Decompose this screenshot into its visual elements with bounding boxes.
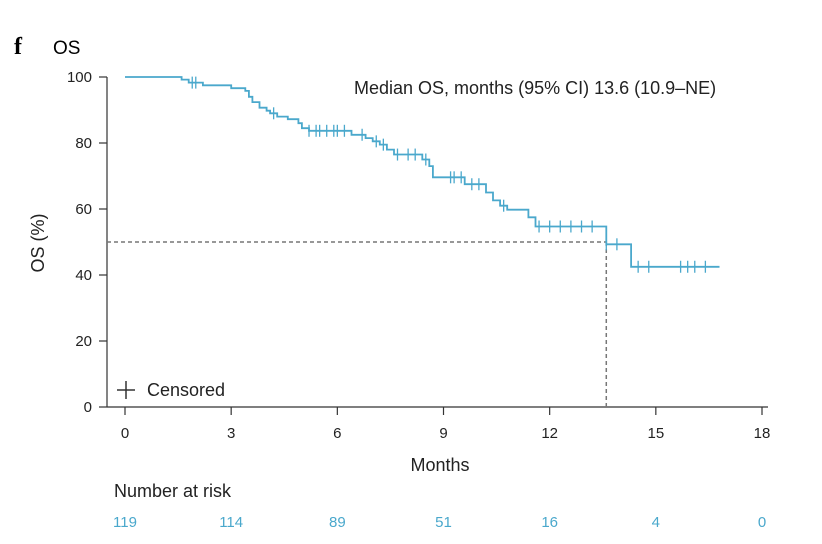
x-tick-label: 12 bbox=[541, 425, 558, 442]
legend-label: Censored bbox=[147, 380, 225, 400]
censor-marks bbox=[191, 76, 707, 273]
y-tick-label: 0 bbox=[84, 399, 92, 416]
median-os-annotation: Median OS, months (95% CI) 13.6 (10.9–NE… bbox=[354, 78, 716, 98]
km-survival-curve bbox=[125, 76, 720, 268]
risk-value: 89 bbox=[329, 514, 346, 531]
y-ticks: 0 20 40 60 80 100 bbox=[67, 69, 107, 416]
panel-title: OS bbox=[53, 38, 80, 59]
x-tick-label: 18 bbox=[754, 425, 771, 442]
y-tick-label: 20 bbox=[75, 333, 92, 350]
x-ticks: 0 3 6 9 12 15 18 bbox=[121, 407, 771, 442]
risk-value: 51 bbox=[435, 514, 452, 531]
risk-value: 114 bbox=[219, 514, 243, 531]
legend: Censored bbox=[117, 380, 225, 400]
x-tick-label: 3 bbox=[227, 425, 235, 442]
x-tick-label: 6 bbox=[333, 425, 341, 442]
risk-table-values: 119 114 89 51 16 4 0 bbox=[113, 514, 766, 531]
x-tick-label: 9 bbox=[439, 425, 447, 442]
risk-value: 4 bbox=[652, 514, 660, 531]
y-axis-title: OS (%) bbox=[28, 213, 48, 272]
x-axis-title: Months bbox=[410, 455, 469, 475]
risk-value: 119 bbox=[113, 514, 137, 531]
y-tick-label: 40 bbox=[75, 267, 92, 284]
risk-value: 0 bbox=[758, 514, 766, 531]
x-tick-label: 15 bbox=[647, 425, 664, 442]
risk-table-title: Number at risk bbox=[114, 481, 232, 501]
y-tick-label: 60 bbox=[75, 201, 92, 218]
x-tick-label: 0 bbox=[121, 425, 129, 442]
median-reference-lines bbox=[107, 241, 608, 407]
y-tick-label: 100 bbox=[67, 69, 92, 86]
panel-letter: f bbox=[14, 34, 23, 60]
risk-value: 16 bbox=[541, 514, 558, 531]
y-tick-label: 80 bbox=[75, 135, 92, 152]
